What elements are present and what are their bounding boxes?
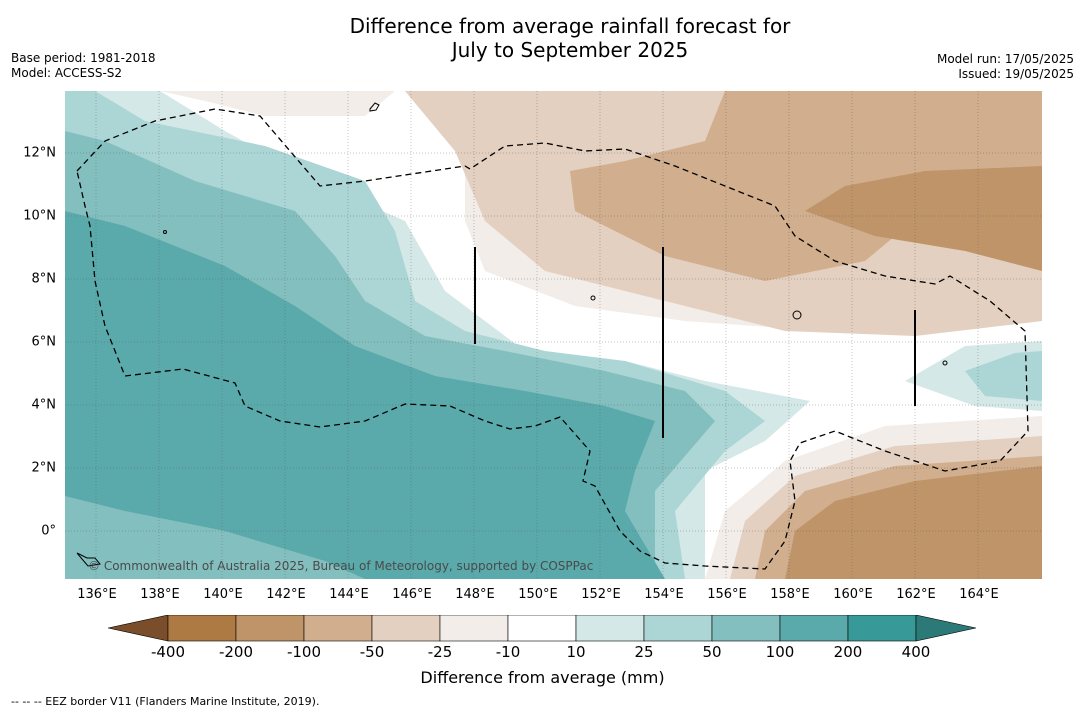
title-line-1: Difference from average rainfall forecas…	[349, 14, 791, 38]
island-cluster-sw	[76, 552, 101, 567]
model-name: Model: ACCESS-S2	[11, 66, 123, 80]
y-tick-label: 8°N	[31, 271, 57, 287]
boundary-lines	[474, 247, 916, 438]
model-run: Model run: 17/05/2025	[936, 52, 1074, 66]
x-tick-label: 160°E	[833, 587, 873, 602]
meta-right: Model run: 17/05/2025 Issued: 19/05/2025	[937, 52, 1074, 82]
colorbar-title: Difference from average (mm)	[420, 668, 665, 687]
issued-date: Issued: 19/05/2025	[958, 67, 1074, 81]
y-tick-label: 12°N	[23, 145, 56, 161]
colorbar-tick: 200	[833, 643, 863, 661]
island-small-1	[163, 230, 167, 234]
colorbar-swatch	[643, 615, 713, 642]
island-north	[369, 102, 380, 112]
colorbar-tick: 50	[702, 643, 722, 661]
x-tick-label: 152°E	[581, 587, 621, 602]
colorbar-tick: -200	[218, 643, 254, 661]
x-tick-label: 136°E	[77, 587, 117, 602]
colorbar-tick: 100	[765, 643, 795, 661]
x-tick-label: 146°E	[392, 587, 432, 602]
contour-wet-east-inner	[965, 351, 1042, 401]
rainfall-map	[65, 91, 1042, 579]
x-tick-label: 148°E	[455, 587, 495, 602]
base-period: Base period: 1981-2018	[11, 51, 156, 65]
colorbar-tick: -100	[286, 643, 322, 661]
colorbar-swatch	[235, 615, 305, 642]
colorbar-swatch	[167, 615, 237, 642]
island-small-3	[942, 360, 948, 366]
x-tick-label: 138°E	[140, 587, 180, 602]
colorbar-tick: 25	[634, 643, 654, 661]
colorbar-extend-high	[915, 615, 977, 642]
x-tick-label: 162°E	[896, 587, 936, 602]
x-tick-label: 142°E	[266, 587, 306, 602]
y-tick-label: 0°	[41, 523, 56, 539]
eez-borders	[76, 108, 1029, 570]
colorbar-swatch	[303, 615, 373, 642]
contour-dry-north-50-100	[570, 91, 1042, 281]
y-tick-label: 4°N	[31, 397, 57, 413]
colorbar-tick: -10	[495, 643, 521, 661]
x-tick-label: 150°E	[518, 587, 558, 602]
eez-footnote: -- -- -- EEZ border V11 (Flanders Marine…	[11, 695, 320, 708]
x-tick-label: 140°E	[203, 587, 243, 602]
island-pohnpei	[792, 310, 802, 320]
contour-dry-north-top-light	[160, 91, 395, 116]
colorbar-swatch	[711, 615, 781, 642]
x-tick-label: 158°E	[770, 587, 810, 602]
contour-dry-north-100-200	[805, 166, 1042, 271]
x-tick-label: 144°E	[329, 587, 369, 602]
y-tick-label: 6°N	[31, 334, 57, 350]
colorbar-swatch	[779, 615, 849, 642]
colorbar-tick: -50	[359, 643, 385, 661]
colorbar-swatch	[507, 615, 577, 642]
title-line-2: July to September 2025	[451, 38, 689, 62]
meta-left: Base period: 1981-2018 Model: ACCESS-S2	[11, 51, 156, 81]
colorbar-swatch	[371, 615, 441, 642]
colorbar-swatch	[847, 615, 917, 642]
y-tick-label: 10°N	[23, 208, 56, 224]
colorbar-tick: 400	[901, 643, 931, 661]
colorbar-tick: -25	[427, 643, 453, 661]
x-tick-label: 154°E	[644, 587, 684, 602]
islands	[76, 102, 948, 567]
contour-wet-100-200	[65, 211, 665, 579]
colorbar	[108, 615, 977, 642]
contour-wet-100-200-sw-edge	[65, 496, 365, 579]
island-small-2	[590, 295, 596, 301]
colorbar-swatches	[108, 615, 977, 642]
contour-dry-south-100-200	[785, 466, 1042, 579]
eez-border-west	[76, 108, 1029, 570]
colorbar-tick: -400	[150, 643, 186, 661]
copyright-notice: © Commonwealth of Australia 2025, Bureau…	[88, 559, 594, 573]
colorbar-extend-low	[108, 615, 169, 642]
x-tick-label: 164°E	[959, 587, 999, 602]
colorbar-tick: 10	[566, 643, 586, 661]
x-tick-label: 156°E	[707, 587, 747, 602]
colorbar-swatch	[575, 615, 645, 642]
y-tick-label: 2°N	[31, 460, 57, 476]
colorbar-swatch	[439, 615, 509, 642]
map-title: Difference from average rainfall forecas…	[0, 14, 1085, 62]
gridlines	[65, 91, 1042, 579]
